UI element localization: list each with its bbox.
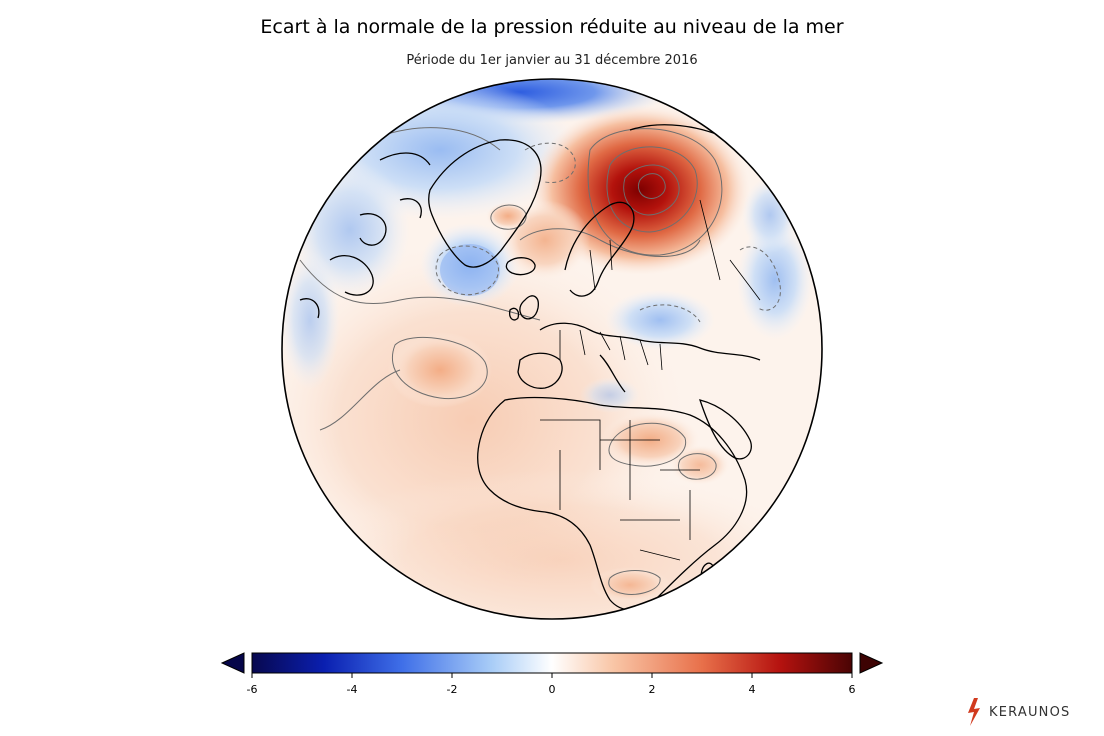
- colorbar-tick-label: 4: [748, 683, 756, 696]
- map-title: Ecart à la normale de la pression réduit…: [260, 16, 844, 38]
- negative-contours: [435, 142, 781, 323]
- country-borders: [540, 199, 761, 561]
- logo-text: KERAUNOS: [989, 704, 1071, 720]
- colorbar-tick-label: -6: [246, 683, 258, 696]
- globe-outline: [281, 78, 823, 620]
- colorbar-gradient: [251, 652, 853, 674]
- colorbar-tick-label: 2: [648, 683, 656, 696]
- colorbar-tick-label: -2: [446, 683, 458, 696]
- colorbar-tick-label: 6: [848, 683, 856, 696]
- keraunos-logo: KERAUNOS: [965, 698, 1070, 726]
- colorbar-max-arrow: [859, 652, 884, 674]
- colorbar-ticks: [251, 673, 853, 678]
- lightning-icon: [968, 698, 980, 726]
- colorbar-tick-label: 0: [548, 683, 556, 696]
- map-subtitle: Période du 1er janvier au 31 décembre 20…: [406, 53, 698, 68]
- colorbar-min-arrow: [220, 652, 245, 674]
- colorbar-tick-label: -4: [346, 683, 358, 696]
